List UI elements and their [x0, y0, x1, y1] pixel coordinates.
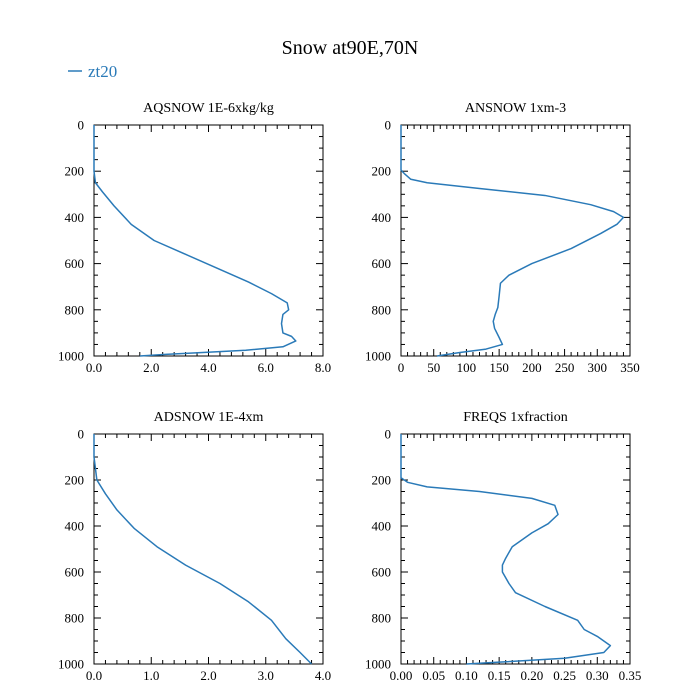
x-tick-label: 0.25 [553, 668, 576, 683]
chart-panel-3: ADSNOW 1E-4xm 0.0 1.0 2.0 3.0 4.0 0 200 400 600 80… [58, 410, 331, 683]
x-tick-label: 0.35 [619, 668, 642, 683]
x-tick-label: 4.0 [200, 360, 216, 375]
y-tick-label: 0 [385, 118, 392, 133]
x-tick-label: 0.0 [86, 668, 102, 683]
x-tick-label: 0.20 [520, 668, 543, 683]
x-tick-label: 200 [522, 360, 542, 375]
legend-label: zt20 [88, 62, 117, 81]
y-tick-label: 1000 [365, 349, 391, 364]
y-tick-label: 0 [385, 427, 392, 442]
x-tick-label: 250 [555, 360, 575, 375]
y-tick-label: 1000 [58, 657, 84, 672]
chart-panel-4: FREQS 1xfraction 0.00 0.05 0.10 0.15 0.20 0.25… [365, 410, 641, 683]
y-tick-label: 600 [65, 256, 85, 271]
x-tick-label: 150 [489, 360, 509, 375]
panel-title: FREQS 1xfraction [463, 410, 568, 425]
y-tick-label: 600 [372, 565, 392, 580]
x-tick-label: 0.15 [488, 668, 511, 683]
x-tick-label: 2.0 [143, 360, 159, 375]
plot-frame [93, 433, 324, 665]
y-tick-label: 600 [372, 256, 392, 271]
y-tick-label: 800 [372, 302, 392, 317]
series-line-zt20 [400, 125, 625, 357]
series-line-zt20 [400, 434, 612, 665]
y-tick-label: 200 [372, 164, 392, 179]
y-tick-label: 400 [372, 210, 392, 225]
x-tick-label: 0.00 [390, 668, 413, 683]
y-tick-label: 200 [65, 473, 85, 488]
y-tick-label: 200 [372, 473, 392, 488]
series-line-zt20 [93, 434, 313, 665]
y-tick-label: 400 [65, 210, 85, 225]
x-tick-label: 0.30 [586, 668, 609, 683]
x-tick-label: 100 [457, 360, 477, 375]
y-tick-label: 400 [65, 519, 85, 534]
x-tick-label: 2.0 [200, 668, 216, 683]
panel-title: ANSNOW 1xm-3 [465, 101, 566, 116]
plot-frame [400, 433, 631, 665]
x-tick-label: 350 [620, 360, 640, 375]
y-tick-label: 600 [65, 565, 85, 580]
x-tick-label: 300 [588, 360, 608, 375]
chart-panel-1: AQSNOW 1E-6xkg/kg 0.0 2.0 4.0 6.0 8.0 0 200 400 6… [58, 101, 331, 375]
figure-title: Snow at90E,70N [282, 37, 419, 59]
x-tick-label: 3.0 [258, 668, 274, 683]
x-tick-label: 50 [427, 360, 440, 375]
chart-panel-2: ANSNOW 1xm-3 0 50 100 150 200 250 300 350 0 200 400… [365, 101, 640, 375]
y-tick-label: 1000 [365, 657, 391, 672]
x-tick-label: 8.0 [315, 360, 331, 375]
y-tick-label: 800 [65, 302, 85, 317]
y-tick-label: 0 [78, 118, 85, 133]
plot-frame [93, 124, 324, 357]
panel-title: AQSNOW 1E-6xkg/kg [143, 101, 274, 116]
series-line-zt20 [93, 125, 297, 357]
x-tick-label: 1.0 [143, 668, 159, 683]
x-tick-label: 0.10 [455, 668, 478, 683]
y-tick-label: 800 [65, 611, 85, 626]
x-tick-label: 4.0 [315, 668, 331, 683]
panels: AQSNOW 1E-6xkg/kg 0.0 2.0 4.0 6.0 8.0 0 200 400 6… [58, 101, 641, 683]
plot-frame [400, 124, 631, 357]
y-tick-label: 1000 [58, 349, 84, 364]
legend: zt20 [68, 62, 117, 81]
panel-title: ADSNOW 1E-4xm [154, 410, 264, 425]
x-tick-label: 0.0 [86, 360, 102, 375]
x-tick-label: 0.05 [422, 668, 445, 683]
y-tick-label: 200 [65, 164, 85, 179]
y-tick-label: 0 [78, 427, 85, 442]
x-tick-label: 6.0 [258, 360, 274, 375]
x-tick-label: 0 [398, 360, 405, 375]
y-tick-label: 800 [372, 611, 392, 626]
y-tick-label: 400 [372, 519, 392, 534]
